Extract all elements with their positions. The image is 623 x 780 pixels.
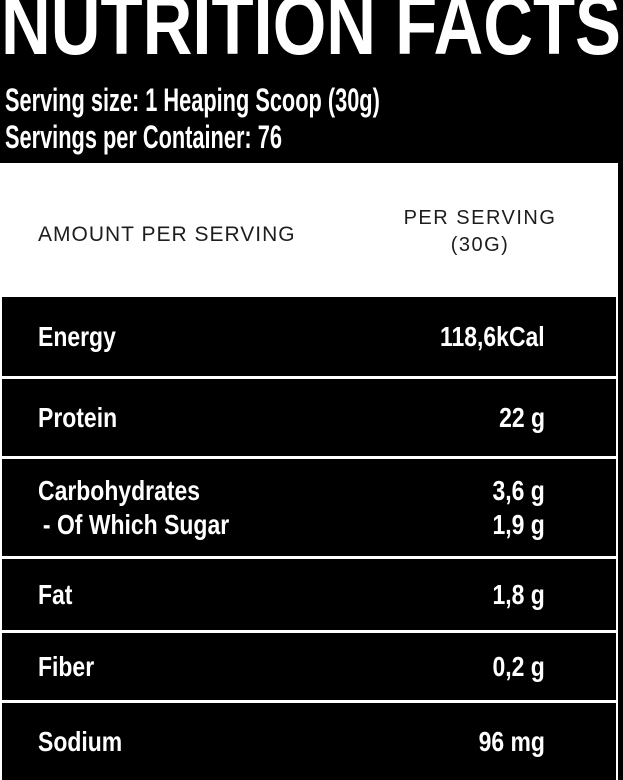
nutrient-name-cell: Carbohydrates - Of Which Sugar — [38, 474, 271, 542]
nutrient-name: Carbohydrates — [38, 474, 201, 506]
amount-per-serving-header: AMOUNT PER SERVING — [38, 223, 296, 246]
table-row: Sodium 96 mg — [2, 703, 616, 780]
nutrient-sub-name: - Of Which Sugar — [42, 508, 230, 540]
nutrient-value: 0,2 g — [492, 650, 545, 682]
table-row: Fat 1,8 g — [2, 559, 616, 630]
per-serving-header: PER SERVING (30G) — [370, 201, 590, 259]
page-title: NUTRITION FACTS — [1, 0, 621, 60]
nutrient-sub-value: 1,9 g — [492, 508, 545, 540]
nutrient-name: Energy — [38, 320, 116, 352]
table-row: Protein 22 g — [2, 379, 616, 456]
nutrient-value: 118,6kCal — [440, 320, 545, 352]
per-serving-header-line1: PER SERVING — [403, 207, 557, 229]
nutrient-value-cell: 22 g — [489, 401, 545, 435]
nutrient-name-cell: Fiber — [38, 650, 106, 684]
nutrient-value-cell: 1,8 g — [481, 578, 545, 612]
nutrient-name-cell: Sodium — [38, 725, 141, 759]
title-graphic: NUTRITION FACTS — [1, 0, 621, 60]
table-row: Carbohydrates - Of Which Sugar 3,6 g 1,9 g — [2, 459, 616, 556]
nutrient-value: 96 mg — [478, 725, 545, 757]
serving-size-text: Serving size: 1 Heaping Scoop (30g) — [5, 82, 380, 118]
nutrition-table: AMOUNT PER SERVING PER SERVING (30G) Ene… — [0, 163, 623, 780]
nutrient-name: Fiber — [38, 650, 95, 682]
nutrient-name: Fat — [38, 578, 73, 610]
nutrient-value-cell: 3,6 g 1,9 g — [481, 474, 545, 542]
nutrient-name-cell: Protein — [38, 401, 134, 435]
title-band: NUTRITION FACTS Serving size: 1 Heaping … — [0, 0, 623, 163]
nutrient-rows: Energy 118,6kCal Protein 22 g Carbohydrates -… — [0, 297, 618, 780]
per-serving-header-line2: (30G) — [450, 234, 510, 256]
nutrient-value: 22 g — [499, 401, 545, 433]
nutrient-value-cell: 96 mg — [464, 725, 545, 759]
table-row: Fiber 0,2 g — [2, 633, 616, 700]
nutrient-value: 3,6 g — [492, 474, 545, 506]
nutrient-name-cell: Energy — [38, 320, 133, 354]
serving-size-line: Serving size: 1 Heaping Scoop (30g) — [5, 82, 623, 119]
nutrient-value: 1,8 g — [492, 578, 545, 610]
nutrient-value-cell: 118,6kCal — [417, 320, 545, 354]
servings-per-container-text: Servings per Container: 76 — [5, 119, 282, 155]
nutrient-value-cell: 0,2 g — [481, 650, 545, 684]
nutrient-name: Sodium — [38, 725, 123, 757]
nutrient-name: Protein — [38, 401, 118, 433]
servings-per-container-line: Servings per Container: 76 — [5, 119, 623, 156]
nutrient-name-cell: Fat — [38, 578, 80, 612]
table-header: AMOUNT PER SERVING PER SERVING (30G) — [0, 163, 618, 297]
serving-info: Serving size: 1 Heaping Scoop (30g) Serv… — [0, 82, 623, 156]
table-row: Energy 118,6kCal — [2, 297, 616, 376]
